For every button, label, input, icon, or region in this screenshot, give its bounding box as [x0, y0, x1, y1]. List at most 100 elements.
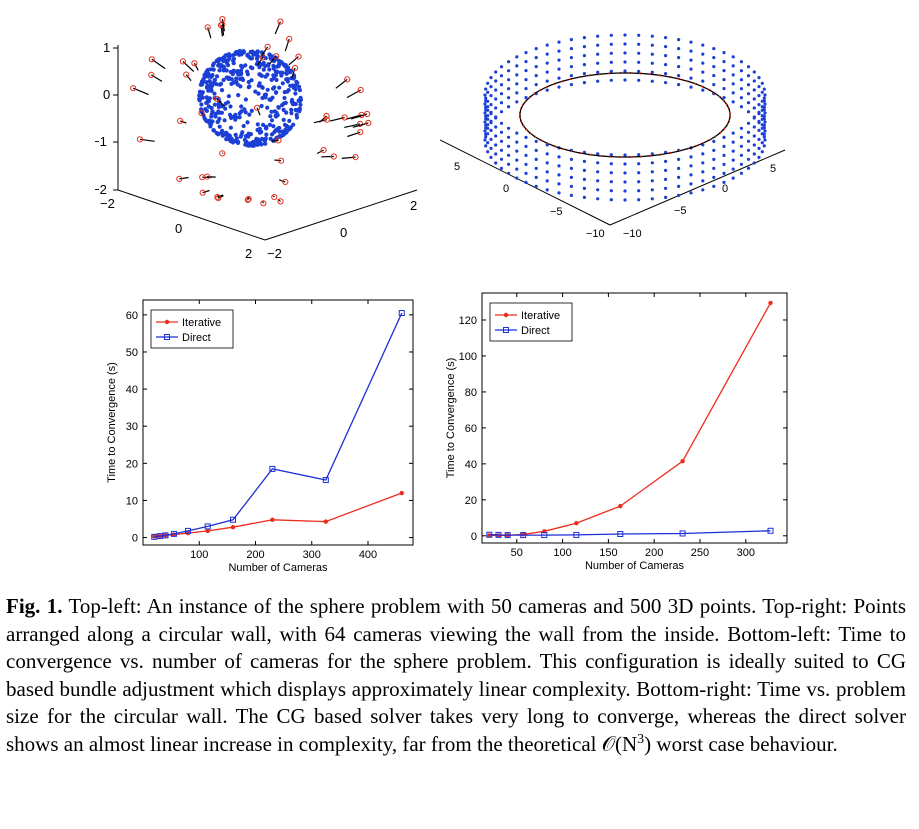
y-tick-label: 0 — [471, 531, 477, 543]
wall-point — [486, 81, 490, 85]
wall-point — [524, 171, 528, 175]
wall-point — [534, 166, 538, 170]
sphere-point — [227, 54, 232, 60]
wall-point — [677, 83, 681, 87]
wall-point — [712, 157, 716, 161]
wall-point — [677, 65, 681, 69]
wall-point — [486, 105, 490, 109]
y-tick-label: 40 — [465, 459, 477, 471]
wall-camera — [570, 76, 581, 80]
sphere-point — [209, 114, 214, 119]
wall-point — [524, 78, 528, 82]
sphere-point — [197, 97, 202, 102]
wall-point — [623, 60, 627, 64]
wall-point — [739, 87, 743, 91]
sphere-point — [269, 118, 275, 123]
wall-point — [534, 148, 538, 152]
wall-point — [494, 134, 498, 138]
wall-point — [739, 126, 743, 130]
sphere-point — [217, 124, 222, 129]
wall-point — [677, 47, 681, 51]
sphere-point — [231, 68, 236, 73]
sphere-point — [275, 64, 280, 69]
sphere-point — [228, 125, 233, 130]
wall-camera — [660, 152, 670, 156]
sphere-point — [257, 130, 263, 135]
z-tick-label: −1 — [95, 134, 107, 149]
wall-point — [712, 148, 716, 152]
wall-point — [507, 144, 511, 148]
wall-point — [677, 193, 681, 197]
wall-point — [499, 157, 504, 161]
wall-point — [484, 135, 488, 139]
wall-point — [739, 78, 743, 82]
circular-wall-plot: 5 0 −5 −10 5 0 −5 −10 — [440, 33, 786, 240]
sphere-point — [284, 70, 290, 75]
sphere-point — [211, 67, 216, 72]
wall-camera — [679, 148, 688, 152]
sphere-point — [218, 81, 224, 86]
wall-point — [569, 56, 573, 60]
data-point — [204, 523, 211, 530]
wall-point — [534, 56, 538, 60]
sphere-point — [284, 110, 289, 115]
wall-point — [534, 74, 538, 78]
sphere-point — [239, 63, 244, 68]
sphere-point — [254, 136, 259, 141]
x-tick-label: 250 — [691, 547, 709, 559]
camera-direction — [272, 195, 275, 198]
wall-point — [489, 85, 493, 89]
sphere-point — [248, 65, 253, 70]
camera-marker — [214, 194, 221, 201]
sphere-point — [251, 143, 256, 148]
wall-point — [623, 162, 627, 166]
wall-point — [623, 189, 627, 193]
wall-point — [484, 96, 488, 100]
wall-point — [739, 171, 743, 175]
wall-point — [515, 73, 519, 77]
wall-point — [637, 42, 641, 46]
sphere-point — [214, 74, 220, 79]
wall-point — [569, 47, 573, 51]
z-tick-label: 1 — [103, 40, 110, 55]
data-point — [399, 490, 404, 496]
wall-point — [689, 85, 693, 89]
camera-direction — [257, 56, 264, 66]
sphere-point — [245, 69, 250, 74]
wall-point — [534, 157, 538, 161]
sphere-point — [224, 68, 229, 73]
wall-point — [494, 161, 498, 165]
wall-point — [494, 79, 498, 83]
y-tick-label: 120 — [459, 315, 477, 327]
sphere-point — [234, 115, 239, 120]
wall-point — [762, 144, 766, 148]
wall-point — [596, 170, 600, 174]
wall-point — [499, 65, 504, 69]
wall-point — [752, 134, 756, 138]
wall-point — [739, 69, 743, 73]
wall-point — [712, 184, 716, 188]
sphere-point — [281, 107, 286, 112]
wall-point — [545, 79, 549, 83]
sphere-point — [211, 128, 216, 133]
camera-direction — [284, 38, 290, 52]
wall-point — [596, 179, 600, 183]
wall-camera — [554, 80, 563, 85]
wall-point — [712, 56, 716, 60]
data-point — [230, 524, 236, 530]
wall-point — [596, 43, 600, 47]
sphere-point — [289, 69, 294, 74]
x-tick-label: −2 — [100, 196, 115, 211]
sphere-point — [245, 120, 250, 125]
wall-point — [746, 166, 751, 170]
camera-direction — [201, 112, 205, 117]
sphere-point — [206, 88, 211, 93]
wall-point — [762, 126, 766, 130]
sphere-point — [242, 107, 247, 112]
wall-point — [701, 170, 705, 174]
wall-point — [545, 152, 549, 156]
sphere-point — [259, 73, 264, 78]
x-tick-label: 300 — [737, 547, 755, 559]
camera-marker — [275, 137, 282, 144]
wall-point — [609, 78, 613, 82]
